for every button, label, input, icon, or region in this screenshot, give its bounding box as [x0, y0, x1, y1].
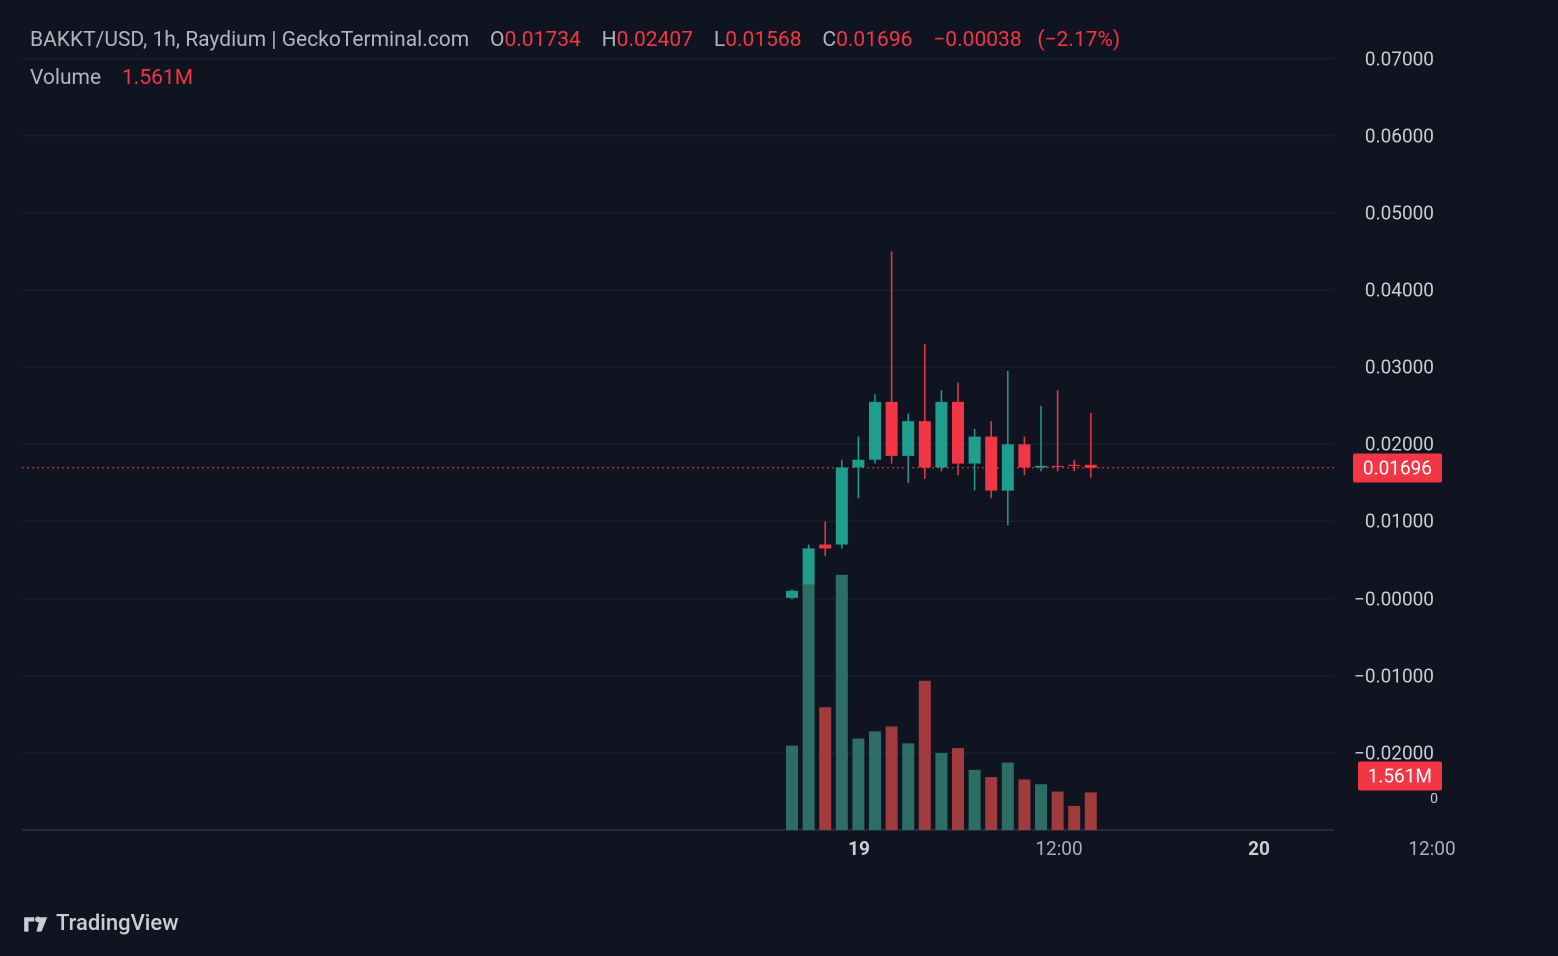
- price-tick: −0.00000: [1354, 587, 1434, 610]
- exchange-label: Raydium: [185, 28, 266, 52]
- tradingview-logo-icon: [22, 910, 48, 936]
- candle-body: [819, 545, 831, 549]
- l-value: 0.01568: [725, 28, 801, 52]
- candle-body: [786, 591, 798, 598]
- change-abs: −0.00038: [933, 28, 1021, 52]
- price-tick: 0.07000: [1365, 47, 1434, 70]
- h-label: H: [602, 28, 617, 52]
- tradingview-branding[interactable]: TradingView: [22, 910, 179, 936]
- source-label: GeckoTerminal.com: [282, 28, 469, 52]
- candle-body: [886, 402, 898, 456]
- candle-body: [1068, 465, 1080, 466]
- volume-bar: [1002, 763, 1014, 830]
- candle-body: [985, 437, 997, 491]
- c-label: C: [822, 28, 836, 52]
- volume-bar: [1018, 779, 1030, 830]
- candle-body: [902, 421, 914, 456]
- volume-badge: 1.561M: [1358, 762, 1442, 791]
- price-tick: 0.05000: [1365, 201, 1434, 224]
- candle-body: [1002, 444, 1014, 490]
- volume-bar: [1068, 806, 1080, 830]
- candle-body: [919, 421, 931, 467]
- volume-bar: [786, 746, 798, 830]
- candle-body: [952, 402, 964, 464]
- price-tick: 0.03000: [1365, 356, 1434, 379]
- volume-bar: [1085, 792, 1097, 830]
- volume-bar: [902, 743, 914, 830]
- price-axis[interactable]: 0.070000.060000.050000.040000.030000.020…: [1336, 20, 1442, 870]
- volume-label: Volume: [30, 66, 101, 90]
- time-tick: 20: [1248, 837, 1270, 860]
- tradingview-label: TradingView: [56, 911, 179, 936]
- candle-body: [1052, 466, 1064, 467]
- o-label: O: [490, 28, 504, 52]
- candle-body: [1085, 465, 1097, 468]
- l-label: L: [714, 28, 725, 52]
- o-value: 0.01734: [504, 28, 580, 52]
- volume-bar: [886, 726, 898, 830]
- volume-bar: [1035, 784, 1047, 830]
- price-tick: 0.06000: [1365, 124, 1434, 147]
- candle-body: [869, 402, 881, 460]
- pair-label: BAKKT/USD: [30, 28, 143, 52]
- chart-container: BAKKT/USD, 1h, Raydium | GeckoTerminal.c…: [22, 20, 1442, 870]
- volume-bar: [935, 753, 947, 830]
- candle-body: [969, 437, 981, 464]
- candle-body: [935, 402, 947, 468]
- price-chart[interactable]: [22, 20, 1334, 870]
- price-tick: −0.01000: [1354, 664, 1434, 687]
- volume-bar: [869, 731, 881, 830]
- volume-bar: [836, 575, 848, 830]
- time-tick: 12:00: [1035, 837, 1082, 860]
- candle-body: [852, 460, 864, 468]
- time-tick: 12:00: [1408, 837, 1455, 860]
- chart-header: BAKKT/USD, 1h, Raydium | GeckoTerminal.c…: [30, 28, 1120, 52]
- volume-bar: [852, 739, 864, 830]
- current-price-badge: 0.01696: [1353, 453, 1442, 482]
- volume-value: 1.561M: [122, 66, 193, 90]
- volume-bar: [803, 584, 815, 830]
- volume-header: Volume 1.561M: [30, 66, 193, 90]
- volume-bar: [969, 770, 981, 830]
- time-axis[interactable]: 1912:002012:00: [22, 828, 1334, 860]
- candle-body: [836, 467, 848, 544]
- price-tick: 0.01000: [1365, 510, 1434, 533]
- c-value: 0.01696: [836, 28, 912, 52]
- time-tick: 19: [848, 837, 870, 860]
- volume-bar: [952, 748, 964, 830]
- volume-bar: [819, 707, 831, 830]
- volume-bar: [919, 681, 931, 830]
- candle-body: [1018, 444, 1030, 467]
- volume-bar: [985, 777, 997, 830]
- candle-body: [1035, 466, 1047, 468]
- volume-zero-label: 0: [1430, 791, 1438, 807]
- volume-bar: [1052, 791, 1064, 830]
- h-value: 0.02407: [617, 28, 693, 52]
- interval-label: 1h: [153, 28, 176, 52]
- price-tick: 0.04000: [1365, 279, 1434, 302]
- change-pct: (−2.17%): [1037, 28, 1120, 52]
